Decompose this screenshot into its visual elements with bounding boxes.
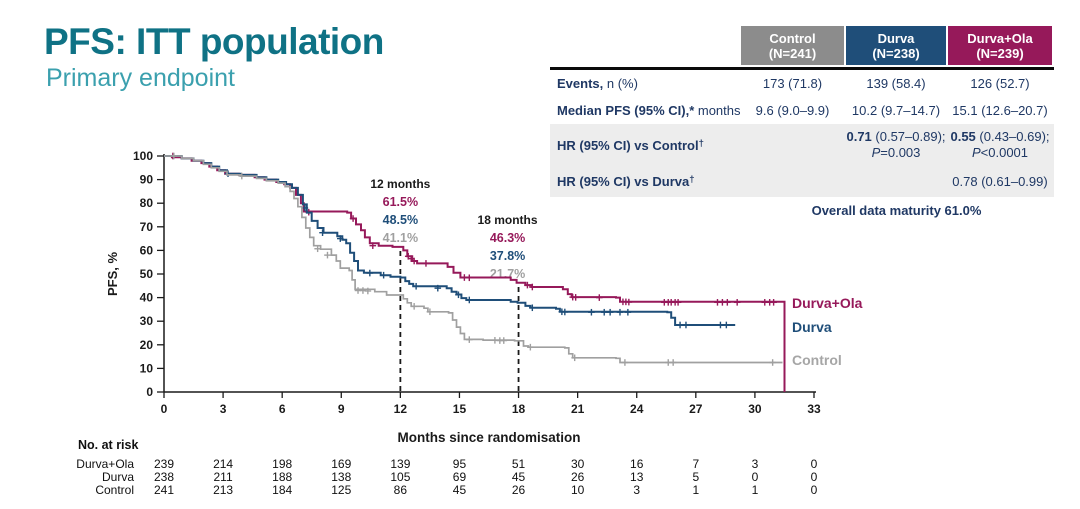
table-value-cell: 126 (52.7) [970,75,1030,91]
y-tick-label: 60 [140,243,154,257]
axes: 0 10 20 30 40 50 60 70 80 90 100 0 3 6 9 12 15 18 21 24 27 30… [105,149,821,445]
table-value-cell: 0.55 (0.43–0.69); P<0.0001 [950,129,1050,160]
table-row-label: Events, n (%) [557,76,638,91]
table-value-cell: 173 (71.8) [762,75,823,91]
x-tick-label: 33 [807,402,821,416]
annotation-18-months: 18 months 46.3% 37.8% 21.7% [478,213,538,392]
table-row-label: HR (95% CI) vs Control† [557,137,704,153]
series-durva: Durva [164,155,832,335]
x-tick-label: 18 [512,402,526,416]
table-row-label: HR (95% CI) vs Durva† [557,174,695,189]
table-header-cell-durva: Durva (N=238) [846,26,946,65]
hr-rows-shading [550,124,1054,197]
title-block: PFS: ITT population Primary endpoint [44,21,384,92]
arm-n: (N=238) [872,45,920,61]
curve-end-label: Control [792,352,842,368]
table-header-cell-durva-ola: Durva+Ola (N=239) [948,26,1052,65]
y-tick-label: 100 [133,149,153,163]
arm-name: Durva [877,30,915,46]
survival-curve [164,155,783,364]
y-tick-label: 10 [140,361,154,375]
survival-curve [164,155,786,392]
x-tick-label: 12 [394,402,408,416]
table-row: Median PFS (95% CI),* months 9.6 (9.0–9.9… [550,97,1056,124]
annotation-value-control: 41.1% [383,231,418,245]
y-tick-label: 90 [140,173,154,187]
annotation-value-durva-ola: 46.3% [490,231,525,245]
series-control: Control [164,152,842,368]
series-durva-ola: Durva+Ola [164,152,863,392]
curve-end-label: Durva+Ola [792,295,863,311]
data-maturity-note: Overall data maturity 61.0% [811,203,982,218]
table-value-cell: 139 (58.4) [866,75,926,91]
y-tick-label: 40 [140,291,154,305]
censor-marks [224,170,730,329]
page-title: PFS: ITT population [44,21,384,62]
y-tick-label: 70 [140,220,154,234]
table-value-cell: 0.78 (0.61–0.99) [952,173,1048,189]
y-axis-title: PFS, % [105,252,120,297]
table-header-row: Control (N=241) Durva (N=238) Durva+Ola (N=23… [550,26,1056,65]
annotation-value-durva: 48.5% [383,213,418,227]
survival-curve [164,155,736,326]
table-row: HR (95% CI) vs Durva† 0.78 (0.61–0.99) [550,166,1056,197]
table-row: HR (95% CI) vs Control† 0.71 (0.57–0.89);… [550,124,1056,166]
annotation-12-months: 12 months 61.5% 48.5% 41.1% [370,177,431,392]
censor-marks [169,152,777,306]
x-tick-label: 15 [453,402,467,416]
page-subtitle: Primary endpoint [46,63,235,92]
y-tick-label: 50 [140,267,154,281]
annotation-timepoint-label: 12 months [370,177,430,191]
x-tick-label: 0 [161,402,168,416]
y-tick-label: 20 [140,338,154,352]
header-divider [550,67,1054,70]
x-tick-label: 24 [630,402,644,416]
y-tick-label: 0 [146,385,153,399]
x-tick-label: 9 [338,402,345,416]
annotation-timepoint-label: 18 months [478,213,538,227]
arm-name: Durva+Ola [967,30,1033,46]
annotation-value-durva-ola: 61.5% [383,195,418,209]
x-tick-label: 3 [220,402,227,416]
arm-n: (N=241) [768,45,817,61]
x-tick-label: 21 [571,402,585,416]
table-value-cell: 9.6 (9.0–9.9) [755,102,830,118]
arm-n: (N=239) [976,45,1024,61]
x-tick-label: 27 [689,402,703,416]
censor-marks [170,152,776,366]
table-row-label: Median PFS (95% CI),* months [557,103,741,118]
y-tick-label: 80 [140,196,154,210]
table-value-cell: 10.2 (9.7–14.7) [851,102,941,118]
annotation-value-control: 21.7% [490,267,525,281]
x-tick-label: 30 [748,402,762,416]
x-tick-label: 6 [279,402,286,416]
table-value-cell: 0.71 (0.57–0.89); P=0.003 [846,129,946,160]
y-tick-label: 30 [140,314,154,328]
table-value-cell: 15.1 (12.6–20.7) [952,102,1048,118]
annotation-value-durva: 37.8% [490,249,525,263]
curve-end-label: Durva [792,319,832,335]
x-axis-title: Months since randomisation [397,430,580,445]
table-header-cell-control: Control (N=241) [741,26,844,65]
arm-name: Control [769,30,816,46]
table-row: Events, n (%) 173 (71.8) 139 (58.4) 126 (52… [550,70,1056,97]
